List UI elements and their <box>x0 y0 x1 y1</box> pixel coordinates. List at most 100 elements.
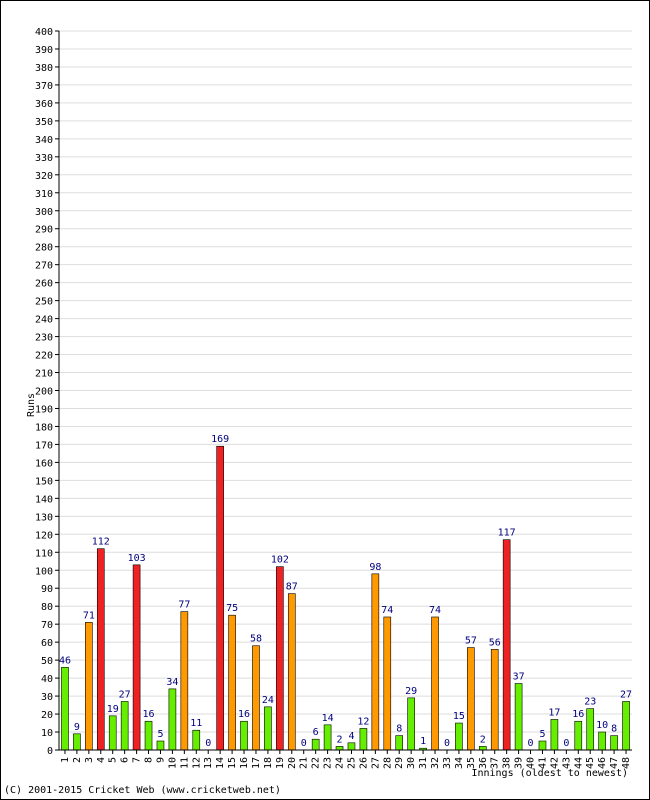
x-tick-label: 22 <box>311 757 322 769</box>
y-axis-ticks: 0 10 20 30 40 50 60 70 80 90 100 110 120 130 140 150 160… <box>35 27 59 757</box>
bar <box>490 649 499 751</box>
y-tick-label: 280 <box>35 243 53 254</box>
x-tick-label: 13 <box>203 757 214 769</box>
y-tick-label: 110 <box>35 548 53 559</box>
data-label: 169 <box>211 434 229 445</box>
x-tick-label: 31 <box>418 757 429 769</box>
data-label: 19 <box>107 704 119 715</box>
x-tick-label: 28 <box>382 757 393 769</box>
data-label: 37 <box>513 671 525 682</box>
data-label: 2 <box>480 734 486 745</box>
x-tick-label: 48 <box>621 757 632 769</box>
data-label: 74 <box>429 605 441 616</box>
bar <box>276 566 284 751</box>
x-tick-label: 10 <box>167 757 178 769</box>
data-label: 77 <box>178 600 190 611</box>
data-label: 0 <box>528 738 534 749</box>
data-label: 23 <box>584 697 596 708</box>
y-tick-label: 100 <box>35 566 53 577</box>
y-tick-label: 160 <box>35 458 53 469</box>
y-tick-label: 390 <box>35 45 53 56</box>
x-tick-label: 7 <box>132 757 143 763</box>
bar <box>598 731 606 751</box>
bar <box>240 720 248 751</box>
data-label: 11 <box>190 718 202 729</box>
data-label: 0 <box>563 738 569 749</box>
x-tick-label: 34 <box>454 757 465 769</box>
bar <box>478 746 487 751</box>
y-tick-label: 300 <box>35 207 53 218</box>
data-label: 0 <box>205 738 211 749</box>
bar <box>395 735 404 751</box>
x-tick-label: 46 <box>597 757 608 769</box>
axes <box>58 31 632 751</box>
data-label: 74 <box>381 605 393 616</box>
y-tick-label: 40 <box>41 674 53 685</box>
x-tick-label: 3 <box>84 757 95 763</box>
x-tick-label: 27 <box>370 757 381 769</box>
x-tick-label: 8 <box>144 757 155 763</box>
bar <box>407 697 415 751</box>
y-tick-label: 10 <box>41 728 53 739</box>
bar <box>311 738 320 751</box>
bar <box>287 593 296 751</box>
x-tick-label: 18 <box>263 757 274 769</box>
data-label: 0 <box>301 738 307 749</box>
y-tick-label: 80 <box>41 602 53 613</box>
y-tick-label: 370 <box>35 81 53 92</box>
bar <box>228 614 236 751</box>
x-tick-label: 4 <box>96 757 107 763</box>
data-label: 12 <box>357 716 369 727</box>
x-tick-label: 19 <box>275 757 286 769</box>
data-label: 58 <box>250 634 262 645</box>
data-label: 8 <box>396 724 402 735</box>
data-label: 71 <box>83 610 95 621</box>
bar <box>347 742 356 751</box>
x-tick-label: 36 <box>478 757 489 769</box>
bar <box>371 573 380 751</box>
bar <box>120 701 129 751</box>
bar <box>586 708 595 751</box>
data-label: 16 <box>238 709 250 720</box>
bar <box>574 720 583 751</box>
data-label: 1 <box>420 736 426 747</box>
bar <box>455 722 463 751</box>
x-tick-label: 23 <box>323 757 334 769</box>
x-tick-label: 40 <box>526 757 537 769</box>
bar <box>323 724 332 751</box>
data-label: 27 <box>620 689 632 700</box>
bar <box>61 667 69 751</box>
x-tick-label: 21 <box>299 757 310 769</box>
x-tick-label: 39 <box>514 757 525 769</box>
y-tick-label: 320 <box>35 171 53 182</box>
bar <box>73 733 81 751</box>
data-label: 16 <box>143 709 155 720</box>
data-label: 5 <box>539 729 545 740</box>
y-tick-label: 180 <box>35 422 53 433</box>
data-label: 16 <box>572 709 584 720</box>
data-label: 6 <box>313 727 319 738</box>
data-label: 24 <box>262 695 274 706</box>
y-tick-label: 170 <box>35 440 53 451</box>
y-tick-label: 210 <box>35 369 53 380</box>
x-tick-label: 24 <box>335 757 346 769</box>
y-tick-label: 340 <box>35 135 53 146</box>
data-label: 56 <box>489 637 501 648</box>
y-tick-label: 200 <box>35 387 53 398</box>
x-tick-label: 14 <box>215 757 226 769</box>
y-tick-label: 360 <box>35 99 53 110</box>
x-tick-label: 29 <box>394 757 405 769</box>
y-tick-label: 290 <box>35 225 53 236</box>
bar <box>335 746 344 751</box>
x-tick-label: 12 <box>191 757 202 769</box>
y-tick-label: 380 <box>35 63 53 74</box>
data-label: 27 <box>119 689 131 700</box>
data-label: 75 <box>226 603 238 614</box>
gridlines <box>59 30 632 733</box>
y-tick-label: 60 <box>41 638 53 649</box>
y-tick-label: 70 <box>41 620 53 631</box>
y-tick-label: 220 <box>35 351 53 362</box>
y-tick-label: 20 <box>41 710 53 721</box>
data-label: 29 <box>405 686 417 697</box>
